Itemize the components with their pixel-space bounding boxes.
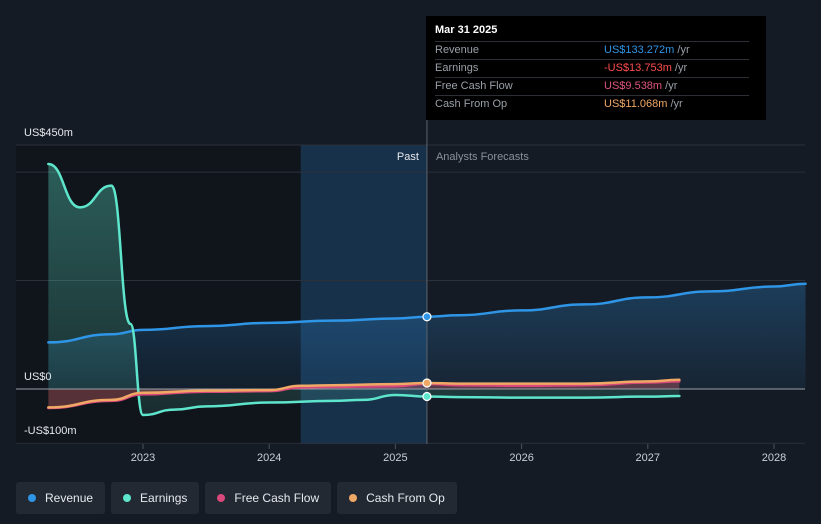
tooltip-row-value: -US$13.753m [604,62,672,74]
tooltip-row-value: US$11.068m [604,98,668,110]
legend-dot-icon [123,494,132,502]
tooltip-row-unit: /yr [671,62,688,74]
tooltip-row-name: Cash From Op [435,98,508,110]
x-tick-label: 2024 [257,452,281,464]
tooltip-row-unit: /yr [667,98,683,110]
x-tick-label: 2023 [131,452,155,464]
y-tick-label: -US$100m [24,425,77,437]
tooltip-row-name: Free Cash Flow [435,80,513,92]
tooltip-row: Revenue US$133.272m /yr [435,41,749,59]
legend-item-cash-from-op[interactable]: Cash From Op [337,482,457,514]
tooltip: Mar 31 2025 Revenue US$133.272m /yr Earnin… [426,16,766,120]
tooltip-row: Earnings -US$13.753m /yr [435,59,749,77]
tooltip-row-name: Earnings [435,62,479,74]
free-cash-flow-area [48,381,680,408]
tooltip-row-value: US$9.538m [604,80,663,92]
tooltip-row-value: US$133.272m [604,44,675,56]
free-cash-flow-line [47,380,681,410]
legend: Revenue Earnings Free Cash Flow Cash From O… [16,482,457,514]
legend-label: Cash From Op [366,491,445,505]
legend-item-free-cash-flow[interactable]: Free Cash Flow [205,482,332,514]
tooltip-row-unit: /yr [674,44,690,56]
earnings-marker [422,391,432,402]
legend-item-earnings[interactable]: Earnings [111,482,200,514]
cash-from-op-marker [422,378,432,388]
tooltip-row: Free Cash Flow US$9.538m /yr [435,77,749,95]
y-tick-label: US$0 [24,371,52,383]
tooltip-row-name: Revenue [435,44,480,56]
legend-label: Revenue [45,491,94,505]
x-tick-label: 2027 [636,452,660,464]
revenue-marker [422,312,432,322]
y-tick-label: US$450m [24,127,73,139]
cash-from-op-line [47,378,681,409]
earnings-line [47,162,681,417]
forecast-label: Analysts Forecasts [436,151,529,163]
past-label: Past [397,151,419,163]
tooltip-row-unit: /yr [662,80,678,92]
x-axis-tick-labels: 2023 2024 2025 2026 2027 2028 [131,444,786,464]
tooltip-date: Mar 31 2025 [435,24,498,36]
x-tick-label: 2025 [383,452,407,464]
tooltip-rows: Revenue US$133.272m /yr Earnings -US$13.753… [435,41,757,113]
x-tick-label: 2028 [762,452,786,464]
legend-label: Free Cash Flow [234,491,320,505]
legend-dot-icon [349,494,358,502]
highlight-markers [422,312,432,402]
y-axis-tick-labels: US$450m US$0 -US$100m [24,127,77,437]
tooltip-row: Cash From Op US$11.068m /yr [435,95,749,113]
legend-item-revenue[interactable]: Revenue [16,482,106,514]
earnings-area [48,163,680,416]
chart: US$450m US$0 -US$100m 2023 2024 2025 2026 2027… [16,16,807,464]
x-tick-label: 2026 [509,452,533,464]
legend-label: Earnings [140,491,188,505]
legend-dot-icon [217,494,226,502]
legend-dot-icon [28,494,36,502]
